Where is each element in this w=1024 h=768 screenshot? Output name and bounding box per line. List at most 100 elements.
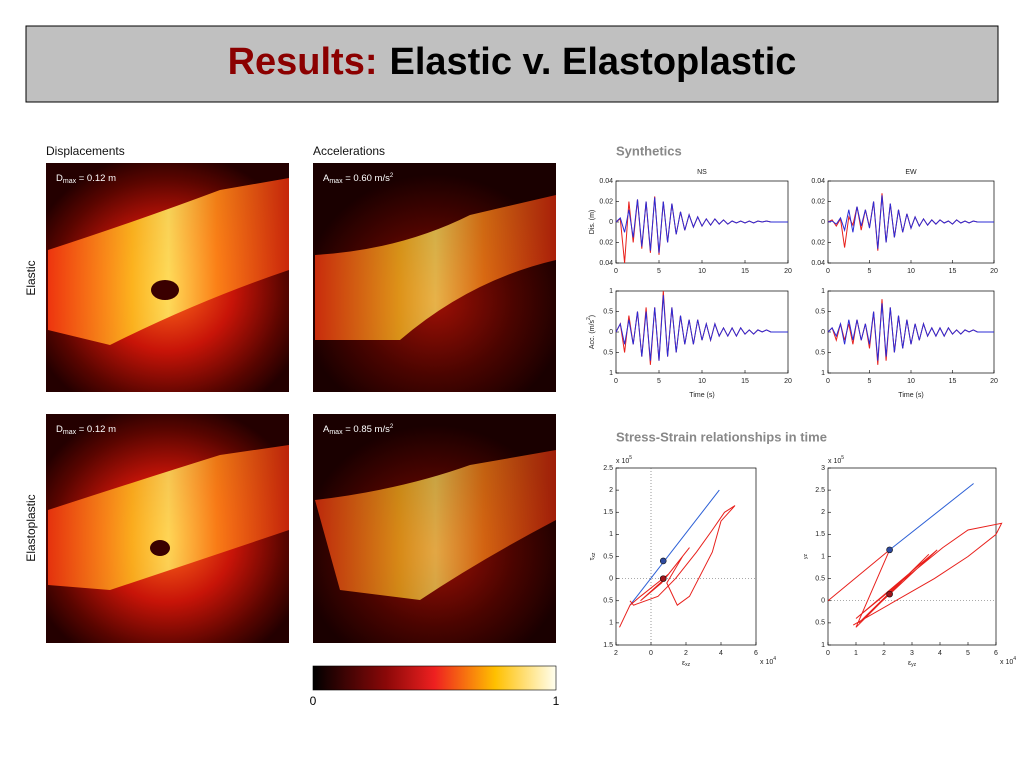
superscript: 2 xyxy=(586,317,592,320)
exponent: 5 xyxy=(629,455,632,461)
plot-frame xyxy=(827,180,995,264)
row-label: Elastoplastic xyxy=(24,494,38,561)
series-line xyxy=(619,505,736,628)
y-tick-label: 0 xyxy=(821,219,825,226)
x-exponent: x 104 xyxy=(760,656,776,666)
x-tick-label: 20 xyxy=(990,378,998,385)
series-line xyxy=(827,303,994,361)
label: Time (s) xyxy=(689,392,714,399)
y-tick-label: 2 xyxy=(821,509,825,516)
y-tick-label: 1 xyxy=(609,288,613,295)
y-tick-label: 1 xyxy=(609,531,613,538)
series-line xyxy=(615,295,788,361)
x-tick-label: 0 xyxy=(826,268,830,275)
y-tick-label: 0.04 xyxy=(811,260,825,267)
x-axis-label: Time (s) xyxy=(689,392,714,399)
x-tick-label: 2 xyxy=(882,650,886,657)
x-tick-label: 10 xyxy=(907,268,915,275)
y-tick-label: 0.5 xyxy=(815,620,825,627)
label: ε xyxy=(682,660,685,667)
y-tick-label: 0.02 xyxy=(811,198,825,205)
subscript: yz xyxy=(911,662,917,668)
section-title: Stress-Strain relationships in time xyxy=(616,429,827,444)
y-tick-label: 1 xyxy=(609,620,613,627)
y-tick-label: 0.02 xyxy=(599,239,613,246)
plot-frame xyxy=(827,467,997,646)
x-tick-label: 5 xyxy=(657,268,661,275)
symbol: D xyxy=(56,173,63,184)
y-tick-label: 0.5 xyxy=(815,308,825,315)
heatmap-band xyxy=(315,450,556,600)
y-tick-label: 3 xyxy=(821,465,825,472)
subscript: max xyxy=(329,178,343,185)
x-tick-label: 15 xyxy=(949,268,957,275)
point-marker xyxy=(659,557,667,565)
y-tick-label: 0.5 xyxy=(603,349,613,356)
y-tick-label: 1 xyxy=(821,553,825,560)
x-tick-label: 0 xyxy=(826,378,830,385)
value-text: = 0.85 m/s xyxy=(343,424,391,435)
exponent: 5 xyxy=(841,455,844,461)
plot-frame xyxy=(615,467,757,646)
exponent: 4 xyxy=(773,656,776,662)
y-tick-label: 0.02 xyxy=(599,198,613,205)
chart-title: EW xyxy=(905,169,917,176)
x-tick-label: 4 xyxy=(938,650,942,657)
y-tick-label: 1.5 xyxy=(815,531,825,538)
superscript: 2 xyxy=(390,173,394,179)
slide-title: Results: Elastic v. Elastoplastic xyxy=(228,41,797,83)
y-tick-label: 0 xyxy=(609,575,613,582)
value-text: = 0.60 m/s xyxy=(343,173,391,184)
heatmap-band xyxy=(315,195,556,340)
max-label: Dmax = 0.12 m xyxy=(56,173,116,185)
plot-frame xyxy=(827,290,995,374)
series-line xyxy=(889,483,974,551)
y-tick-label: 0.5 xyxy=(603,308,613,315)
y-tick-label: 0.5 xyxy=(815,575,825,582)
y-tick-label: 0.02 xyxy=(811,239,825,246)
symbol: D xyxy=(56,424,63,435)
x-tick-label: 15 xyxy=(949,378,957,385)
x-tick-label: 10 xyxy=(698,378,706,385)
label: Dis. (m) xyxy=(589,210,596,235)
y-tick-label: 1 xyxy=(821,288,825,295)
x-tick-label: 15 xyxy=(741,378,749,385)
point-marker xyxy=(659,575,667,582)
subscript: yz xyxy=(803,554,809,560)
x-tick-label: 15 xyxy=(741,268,749,275)
x-tick-label: 5 xyxy=(657,378,661,385)
label: τ xyxy=(589,557,596,560)
symbol: A xyxy=(323,424,330,435)
y-tick-label: 1 xyxy=(821,370,825,377)
subscript: xz xyxy=(591,552,597,558)
label: Acc. (m/s xyxy=(589,319,596,349)
x-tick-label: 6 xyxy=(994,650,998,657)
y-exponent: x 105 xyxy=(616,455,632,465)
heatmap-band xyxy=(48,178,289,345)
y-tick-label: 1 xyxy=(821,642,825,649)
y-tick-label: 0.04 xyxy=(599,178,613,185)
y-tick-label: 0 xyxy=(821,598,825,605)
max-label: Amax = 0.85 m/s2 xyxy=(323,424,394,436)
point-marker xyxy=(886,590,893,598)
x-axis-label: εyz xyxy=(908,660,917,668)
y-tick-label: 2.5 xyxy=(815,487,825,494)
x-tick-label: 20 xyxy=(784,268,792,275)
y-tick-label: 0 xyxy=(609,329,613,336)
x-tick-label: 20 xyxy=(990,268,998,275)
y-axis-label: yz xyxy=(803,554,809,560)
x-tick-label: 0 xyxy=(649,650,653,657)
x-tick-label: 0 xyxy=(826,650,830,657)
heatmap-spot xyxy=(151,280,179,300)
y-tick-label: 1 xyxy=(609,370,613,377)
label-end: ) xyxy=(589,315,596,317)
y-tick-label: 0.04 xyxy=(811,178,825,185)
column-label: Displacements xyxy=(46,144,125,158)
y-axis-label: Dis. (m) xyxy=(589,210,596,235)
series-line xyxy=(827,195,994,249)
subscript: max xyxy=(63,178,77,185)
heatmap-band xyxy=(48,445,289,590)
label: Time (s) xyxy=(898,392,923,399)
x-tick-label: 0 xyxy=(614,268,618,275)
